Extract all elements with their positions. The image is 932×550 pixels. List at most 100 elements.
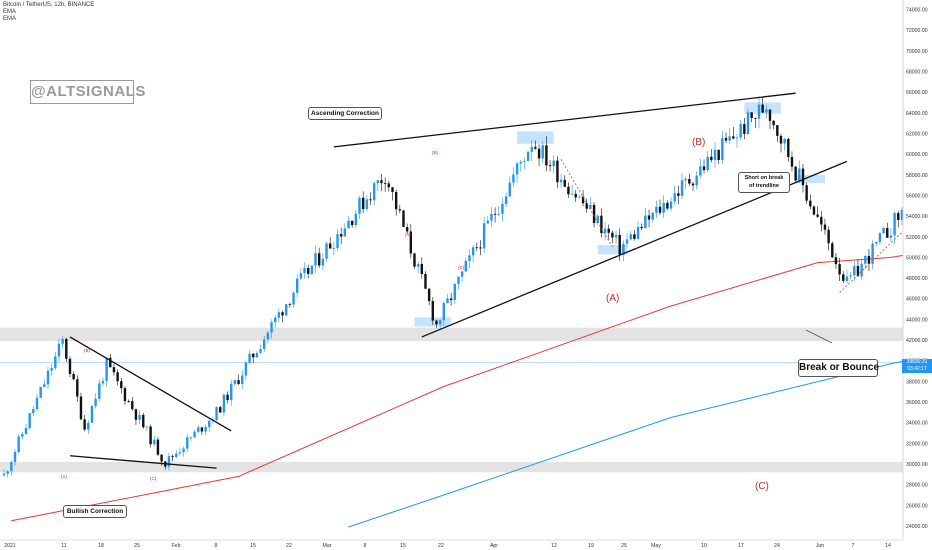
candle-body-90 [332, 248, 336, 249]
candle-body-99 [365, 199, 369, 210]
candle-body-42 [156, 439, 160, 455]
candle-body-71 [263, 339, 266, 350]
candle-body-1 [6, 471, 9, 474]
wave-label-small-c-left: (C) [150, 476, 157, 481]
candle-body-237 [871, 243, 874, 264]
candle-body-205 [754, 118, 757, 119]
candle-body-178 [655, 206, 658, 213]
time-tick-18: 17 [738, 543, 744, 549]
candle-body-66 [244, 362, 248, 376]
candle-body-17 [65, 338, 68, 359]
candle-body-23 [87, 422, 90, 430]
candle-body-238 [875, 241, 878, 244]
candle-body-63 [233, 380, 237, 384]
candle-body-94 [347, 220, 350, 229]
candle-body-9 [35, 397, 39, 409]
candle-body-243 [893, 213, 896, 236]
candle-body-135 [497, 213, 500, 215]
candle-body-24 [90, 405, 94, 423]
price-tick-10: 54000.00 [906, 214, 928, 220]
ema-indicator-label-1[interactable]: EMA [3, 9, 17, 15]
ema-slow-line [348, 355, 932, 528]
candle-body-8 [32, 408, 35, 414]
candle-body-59 [219, 407, 222, 413]
candle-body-199 [732, 136, 735, 139]
candle-body-75 [277, 312, 281, 318]
candle-body-222 [816, 214, 819, 217]
time-tick-13: 12 [551, 543, 557, 549]
candle-body-192 [706, 156, 709, 171]
candle-body-151 [556, 160, 559, 183]
symbol-title[interactable]: Bitcoin / TetherUS, 12h, BINANCE [3, 2, 95, 8]
time-tick-5: 8 [215, 543, 218, 549]
ascending-correction-callout: Ascending Correction [308, 107, 382, 120]
candle-body-210 [772, 120, 775, 126]
candle-body-22 [83, 419, 86, 430]
candle-body-118 [435, 320, 438, 325]
time-tick-20: Jun [816, 543, 824, 549]
candle-body-92 [339, 234, 343, 237]
resistance-zone [0, 327, 903, 342]
candle-body-35 [131, 401, 134, 410]
candle-body-164 [603, 228, 607, 234]
candle-body-80 [296, 278, 299, 293]
candle-body-122 [449, 298, 453, 300]
candle-body-217 [798, 168, 801, 181]
candle-body-6 [24, 427, 28, 434]
candle-body-214 [787, 138, 790, 158]
candle-body-46 [171, 456, 174, 457]
candle-body-61 [226, 394, 229, 401]
candle-body-165 [607, 228, 610, 233]
candle-body-21 [79, 396, 83, 420]
candle-body-174 [640, 226, 643, 229]
price-tick-8: 58000.00 [906, 173, 928, 179]
candle-body-211 [776, 125, 779, 136]
candle-body-149 [548, 165, 552, 167]
candle-body-160 [589, 204, 592, 209]
time-tick-8: Mar [323, 543, 332, 549]
wave-label-small-b-mid: (B) [432, 150, 438, 155]
candle-body-91 [336, 234, 339, 249]
candle-body-163 [600, 215, 603, 234]
candle-body-152 [559, 179, 563, 183]
candle-body-235 [864, 255, 867, 264]
candle-body-227 [834, 257, 838, 265]
ema-indicator-label-2[interactable]: EMA [3, 16, 17, 22]
candle-body-88 [325, 243, 328, 259]
bullish-correction-callout: Bullish Correction [63, 505, 127, 518]
candle-body-239 [878, 233, 882, 242]
candle-body-69 [255, 352, 259, 358]
candle-body-121 [446, 298, 449, 304]
candle-body-32 [120, 381, 123, 389]
price-tick-13: 48000.00 [906, 276, 928, 282]
time-tick-19: 24 [774, 543, 780, 549]
pivot-highlight-4 [795, 174, 825, 184]
candle-body-148 [545, 145, 548, 166]
candle-body-97 [358, 197, 361, 214]
candle-body-7 [28, 413, 31, 428]
wave-label-small-a-left: (A) [61, 474, 67, 479]
candle-body-138 [508, 182, 511, 197]
candle-body-195 [717, 149, 720, 160]
candle-body-111 [409, 231, 413, 254]
candle-body-225 [827, 229, 830, 244]
trendline-ascending-upper [333, 92, 796, 148]
candle-body-204 [750, 112, 753, 119]
price-tick-15: 44000.00 [906, 317, 928, 323]
candle-body-89 [328, 243, 332, 249]
candle-body-73 [270, 322, 273, 333]
time-tick-21: 7 [852, 543, 855, 549]
break-or-bounce-callout: Break or Bounce [798, 359, 879, 377]
candle-body-123 [453, 283, 456, 300]
candle-body-154 [567, 186, 570, 195]
short-on-break-line-1: Short on break [744, 175, 784, 181]
candle-body-130 [479, 247, 482, 249]
candle-body-245 [900, 209, 904, 221]
candle-body-81 [299, 273, 303, 279]
candle-body-146 [537, 148, 541, 159]
candle-body-213 [783, 138, 786, 144]
candle-body-218 [801, 168, 805, 186]
candle-body-18 [68, 358, 72, 374]
candle-body-16 [61, 338, 64, 344]
